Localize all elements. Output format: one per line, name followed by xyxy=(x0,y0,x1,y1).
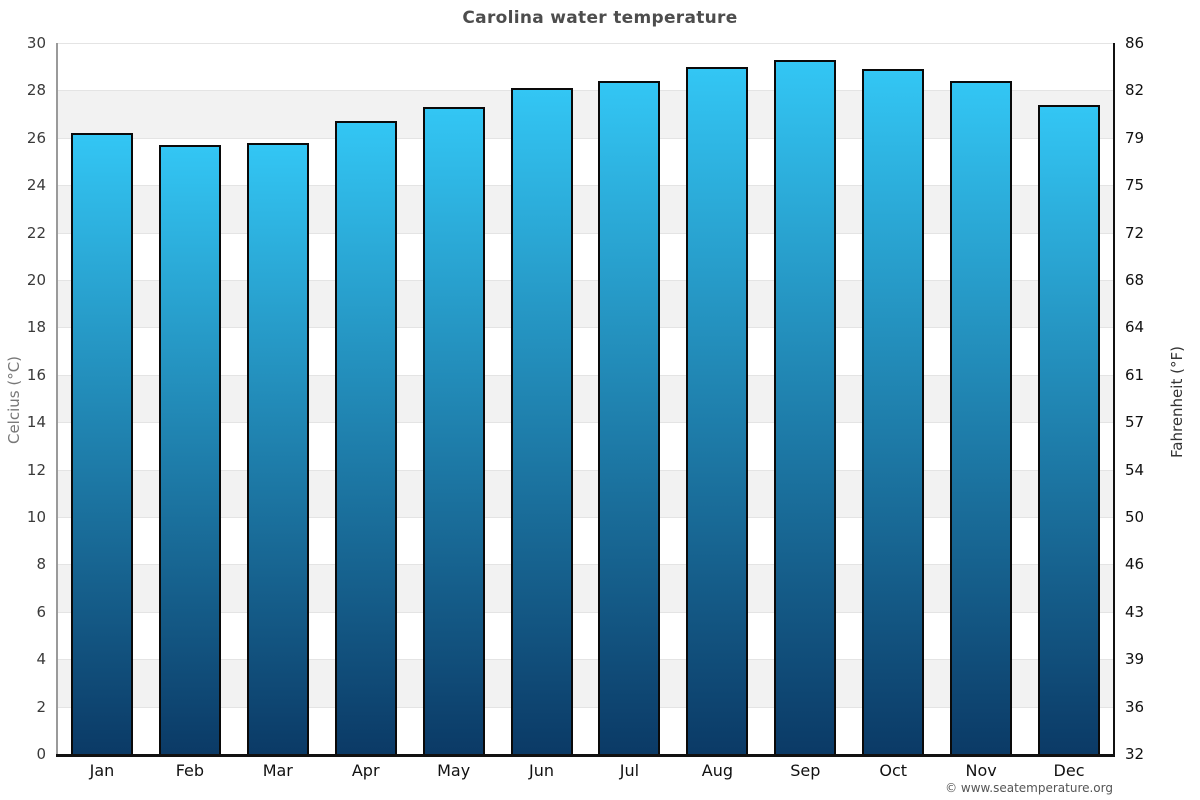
gridline xyxy=(58,611,1113,613)
fahrenheit-axis-line xyxy=(1113,43,1115,754)
x-tick-jun: Jun xyxy=(529,761,555,780)
bar-oct xyxy=(862,69,925,754)
gridline xyxy=(58,327,1113,329)
x-tick-nov: Nov xyxy=(965,761,997,780)
fahrenheit-tick-32: 32 xyxy=(1125,745,1145,763)
x-tick-apr: Apr xyxy=(351,761,380,780)
x-tick-jan: Jan xyxy=(89,761,115,780)
fahrenheit-tick-43: 43 xyxy=(1125,602,1145,621)
gridline xyxy=(58,469,1113,471)
plot-band xyxy=(58,469,1113,517)
gridline xyxy=(58,564,1113,566)
celsius-tick-20: 20 xyxy=(26,271,46,289)
plot-band xyxy=(58,327,1113,375)
celsius-tick-8: 8 xyxy=(36,555,46,574)
fahrenheit-tick-82: 82 xyxy=(1125,81,1145,100)
gridline xyxy=(58,517,1113,518)
celsius-tick-24: 24 xyxy=(26,176,46,195)
plot-band xyxy=(58,90,1113,138)
bar-mar xyxy=(246,142,309,754)
celsius-tick-28: 28 xyxy=(26,81,46,100)
celsius-tick-12: 12 xyxy=(26,460,46,479)
x-tick-may: May xyxy=(437,761,471,780)
fahrenheit-tick-79: 79 xyxy=(1125,128,1145,147)
fahrenheit-tick-68: 68 xyxy=(1125,271,1145,289)
bar-nov xyxy=(950,80,1013,754)
plot-band xyxy=(58,374,1113,423)
x-axis-line xyxy=(56,754,1115,757)
bar-sep xyxy=(774,59,837,754)
plot-band xyxy=(58,137,1113,186)
x-tick-oct: Oct xyxy=(879,761,908,780)
bar-jul xyxy=(598,80,661,754)
plot-band xyxy=(58,422,1113,470)
celsius-tick-26: 26 xyxy=(26,128,46,147)
plot-band xyxy=(58,232,1113,280)
gridline xyxy=(58,280,1113,281)
celsius-tick-2: 2 xyxy=(36,697,46,716)
gridline xyxy=(58,90,1113,92)
bar-may xyxy=(422,106,485,754)
x-tick-mar: Mar xyxy=(262,761,293,780)
plot-band xyxy=(58,611,1113,660)
fahrenheit-tick-54: 54 xyxy=(1125,460,1145,479)
plot-band xyxy=(58,659,1113,707)
fahrenheit-tick-57: 57 xyxy=(1125,413,1145,432)
gridline xyxy=(58,659,1113,661)
gridline xyxy=(58,137,1113,139)
bar-feb xyxy=(158,144,221,754)
fahrenheit-tick-39: 39 xyxy=(1125,650,1145,669)
x-tick-sep: Sep xyxy=(790,761,821,780)
x-tick-feb: Feb xyxy=(175,761,205,780)
bar-aug xyxy=(686,66,749,754)
celsius-tick-0: 0 xyxy=(36,745,46,763)
gridline xyxy=(58,422,1113,424)
bar-dec xyxy=(1038,104,1101,754)
celsius-tick-30: 30 xyxy=(26,34,46,52)
celsius-tick-16: 16 xyxy=(26,365,46,384)
chart-title: Carolina water temperature xyxy=(462,8,738,28)
celsius-tick-4: 4 xyxy=(36,650,46,669)
fahrenheit-tick-61: 61 xyxy=(1125,365,1145,384)
plot-band xyxy=(58,564,1113,612)
plot-band xyxy=(58,517,1113,565)
bar-apr xyxy=(334,121,397,754)
bar-jun xyxy=(510,88,573,754)
x-tick-aug: Aug xyxy=(701,761,733,780)
gridline xyxy=(58,232,1113,234)
x-tick-dec: Dec xyxy=(1053,761,1085,780)
gridline xyxy=(58,185,1113,187)
celsius-tick-10: 10 xyxy=(26,508,46,526)
gridline xyxy=(58,374,1113,376)
gridline xyxy=(58,706,1113,708)
plot-band xyxy=(58,185,1113,233)
celsius-tick-14: 14 xyxy=(26,413,46,432)
celsius-tick-18: 18 xyxy=(26,318,46,337)
fahrenheit-tick-50: 50 xyxy=(1125,508,1145,526)
fahrenheit-axis-title: Fahrenheit (°F) xyxy=(1168,346,1186,458)
plot-band xyxy=(58,280,1113,328)
celsius-axis-line xyxy=(56,43,58,754)
bar-jan xyxy=(70,133,133,754)
fahrenheit-tick-75: 75 xyxy=(1125,176,1145,195)
copyright-footer: © www.seatemperature.org xyxy=(945,781,1113,795)
fahrenheit-tick-36: 36 xyxy=(1125,697,1145,716)
gridline xyxy=(58,43,1113,44)
x-tick-jul: Jul xyxy=(619,761,640,780)
celsius-tick-6: 6 xyxy=(36,602,46,621)
celsius-tick-22: 22 xyxy=(26,223,46,242)
fahrenheit-tick-86: 86 xyxy=(1125,34,1145,52)
plot-band xyxy=(58,43,1113,91)
fahrenheit-tick-64: 64 xyxy=(1125,318,1145,337)
fahrenheit-tick-72: 72 xyxy=(1125,223,1145,242)
plot-band xyxy=(58,706,1113,754)
fahrenheit-tick-46: 46 xyxy=(1125,555,1145,574)
